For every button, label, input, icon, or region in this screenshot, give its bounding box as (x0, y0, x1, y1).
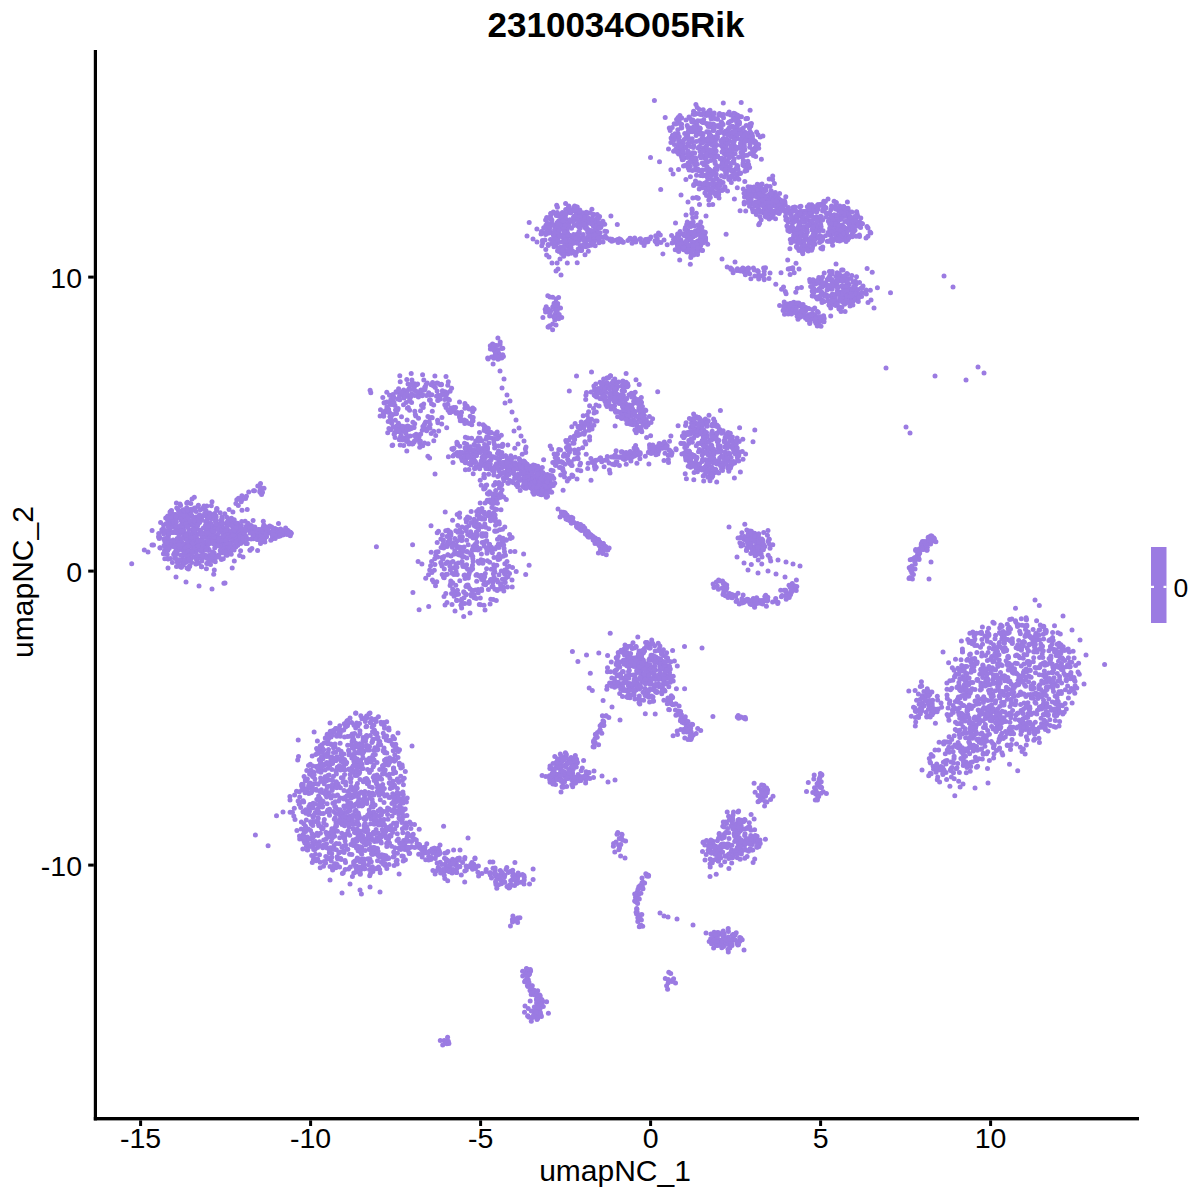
svg-text:10: 10 (975, 1122, 1007, 1154)
svg-text:umapNC_1: umapNC_1 (539, 1154, 691, 1187)
svg-text:2310034O05Rik: 2310034O05Rik (488, 5, 745, 44)
svg-text:0: 0 (643, 1122, 659, 1154)
svg-text:0: 0 (1174, 573, 1189, 603)
svg-text:-10: -10 (290, 1122, 331, 1154)
svg-text:0: 0 (66, 556, 82, 588)
svg-text:10: 10 (50, 262, 82, 294)
svg-text:5: 5 (813, 1122, 829, 1154)
svg-text:-5: -5 (468, 1122, 493, 1154)
svg-text:umapNC_2: umapNC_2 (6, 506, 39, 658)
svg-text:-10: -10 (41, 850, 82, 882)
svg-text:-15: -15 (120, 1122, 161, 1154)
